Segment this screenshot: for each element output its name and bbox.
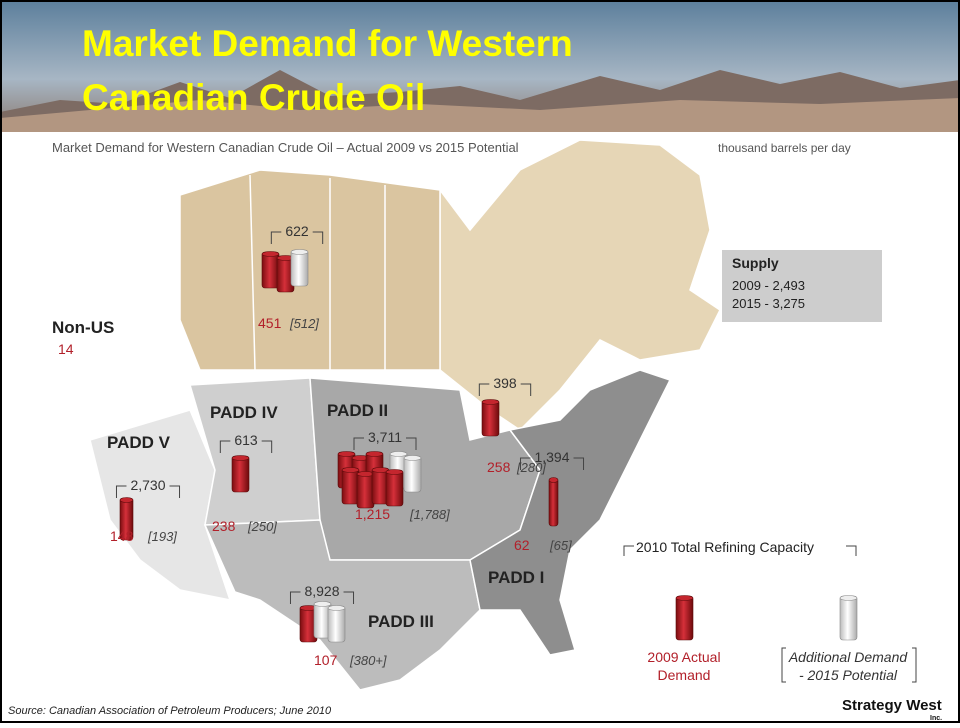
potential-demand: [250] [247, 519, 277, 534]
barrel [676, 596, 693, 641]
barrel-top [291, 250, 308, 255]
barrel-top [549, 478, 558, 483]
barrel-top [676, 596, 693, 601]
capacity: 1,394 [534, 449, 569, 465]
western-canada [180, 170, 440, 370]
barrel-top [386, 470, 403, 475]
title-line: Market Demand for Western [82, 23, 573, 64]
barrel [840, 596, 857, 641]
region-name: PADD I [488, 568, 544, 587]
logo-sub: Inc. [930, 715, 942, 722]
actual-demand: 107 [314, 652, 338, 668]
barrel-body [404, 456, 421, 492]
region-name: PADD V [107, 433, 171, 452]
capacity: 398 [493, 375, 517, 391]
barrel-top [338, 452, 355, 457]
barrel-body [840, 596, 857, 640]
barrel-top [120, 498, 133, 503]
barrel-top [314, 602, 331, 607]
potential-demand: [380+] [349, 653, 387, 668]
logo: Strategy West [842, 697, 942, 714]
actual-demand: 451 [258, 315, 282, 331]
supply-line: 2009 - 2,493 [732, 278, 805, 293]
supply-title: Supply [732, 255, 779, 271]
barrel-top [482, 400, 499, 405]
actual-demand: 238 [212, 518, 236, 534]
padd-iv [190, 378, 320, 525]
barrel-top [357, 472, 374, 477]
supply-line: 2015 - 3,275 [732, 296, 805, 311]
barrel-body [342, 468, 359, 504]
barrel [549, 478, 558, 527]
source: Source: Canadian Association of Petroleu… [8, 705, 332, 717]
legend-label: Demand [658, 667, 711, 683]
potential-demand: [1,788] [409, 507, 450, 522]
barrel [357, 472, 374, 509]
region-name: PADD IV [210, 403, 278, 422]
barrel-body [549, 478, 558, 526]
actual-demand: 1,215 [355, 506, 390, 522]
potential-demand: [65] [549, 538, 572, 553]
barrel-body [291, 250, 308, 286]
region-name: PADD III [368, 612, 434, 631]
barrel [232, 456, 249, 493]
actual-demand: 258 [487, 459, 511, 475]
subtitle: Market Demand for Western Canadian Crude… [52, 140, 519, 155]
barrel-top [232, 456, 249, 461]
legend-label: Additional Demand [788, 649, 909, 665]
title-line: Canadian Crude Oil [82, 77, 425, 118]
barrel [386, 470, 403, 507]
barrel-top [366, 452, 383, 457]
legend-label: - 2015 Potential [799, 667, 898, 683]
barrel-body [482, 400, 499, 436]
actual-demand: 148 [110, 528, 134, 544]
barrel-body [386, 470, 403, 506]
barrel [262, 252, 279, 289]
barrel-body [357, 472, 374, 508]
slide: Market Demand for Western Canadian Crude… [0, 0, 960, 723]
barrel-top [262, 252, 279, 257]
barrel-body [328, 606, 345, 642]
region-name: Non-US [52, 318, 114, 337]
region-name: PADD II [327, 401, 388, 420]
actual-demand: 14 [58, 341, 74, 357]
legend-label: 2009 Actual [647, 649, 720, 665]
barrel-top [840, 596, 857, 601]
actual-demand: 62 [514, 537, 530, 553]
barrel-top [390, 452, 407, 457]
barrel-top [328, 606, 345, 611]
barrel-body [262, 252, 279, 288]
units: thousand barrels per day [718, 141, 851, 155]
barrel-top [342, 468, 359, 473]
capacity: 2,730 [130, 477, 165, 493]
barrel [342, 468, 359, 505]
capacity: 8,928 [304, 583, 339, 599]
capacity: 622 [285, 223, 309, 239]
legend-title: 2010 Total Refining Capacity [636, 539, 814, 555]
capacity: 613 [234, 432, 258, 448]
capacity: 3,711 [368, 429, 402, 445]
potential-demand: [512] [289, 316, 319, 331]
barrel [291, 250, 308, 287]
barrel [404, 456, 421, 493]
potential-demand: [193] [147, 529, 177, 544]
barrel-body [676, 596, 693, 640]
barrel-body [232, 456, 249, 492]
barrel [482, 400, 499, 437]
barrel [328, 606, 345, 643]
barrel-top [404, 456, 421, 461]
